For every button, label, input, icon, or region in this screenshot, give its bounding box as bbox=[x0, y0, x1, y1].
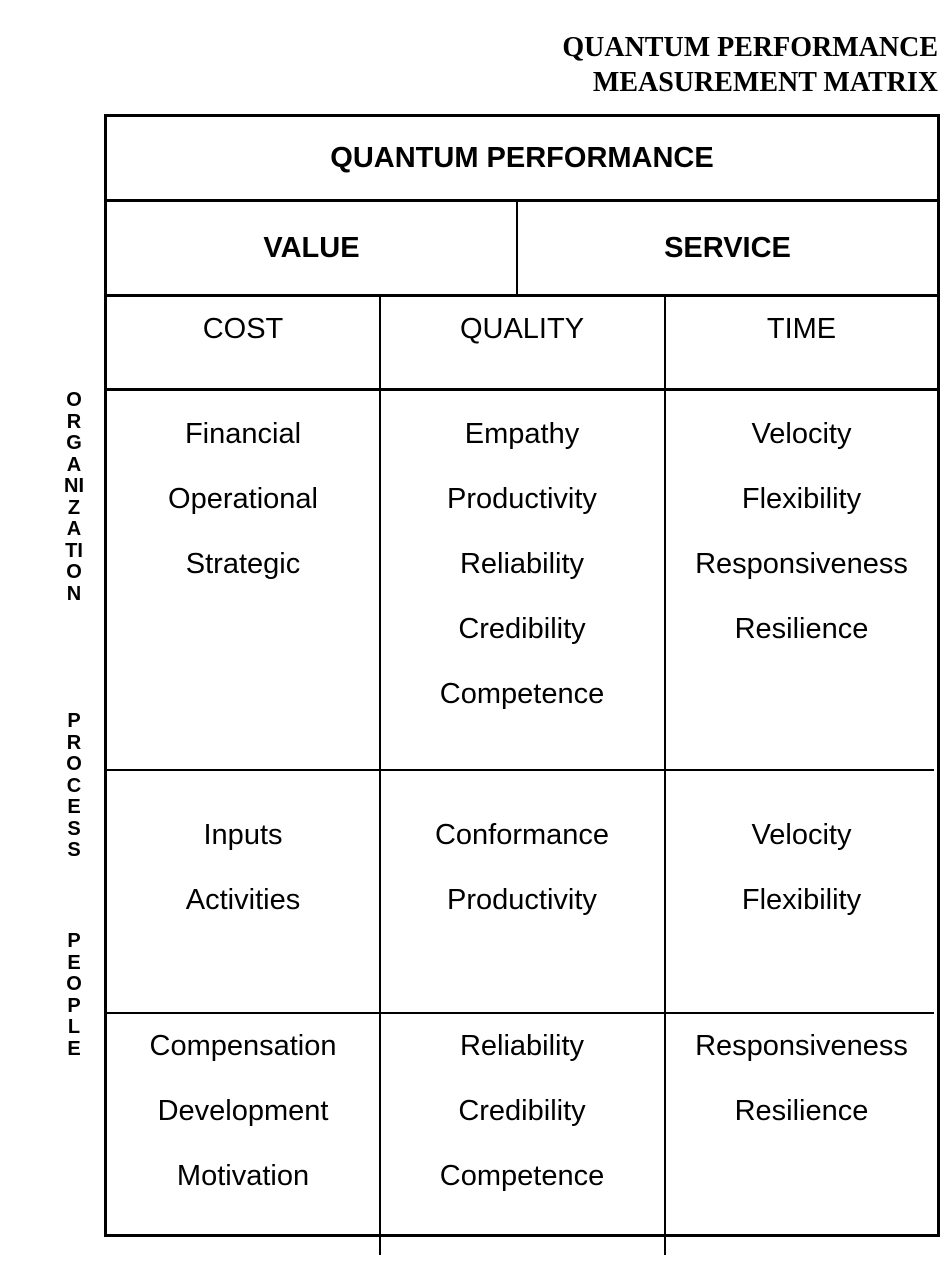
dimension-quality: QUALITY bbox=[459, 312, 585, 345]
divider-col-1 bbox=[379, 295, 381, 1255]
cell-item: Velocity bbox=[751, 819, 852, 851]
border-top bbox=[104, 114, 940, 117]
cell-item: Motivation bbox=[176, 1160, 310, 1192]
cell-item: Velocity bbox=[751, 418, 852, 450]
cell-item: Reliability bbox=[459, 1030, 585, 1062]
cell-item: Strategic bbox=[185, 548, 301, 580]
cell-item: Operational bbox=[168, 483, 318, 515]
title-line-2: MEASUREMENT MATRIX bbox=[592, 67, 938, 98]
cell-item: Reliability bbox=[459, 548, 585, 580]
cell-item: Responsiveness bbox=[695, 548, 908, 580]
cell-item: Conformance bbox=[434, 819, 610, 851]
cell-item: Resilience bbox=[734, 613, 869, 645]
cell-item: Credibility bbox=[458, 613, 586, 645]
cell-item: Activities bbox=[185, 884, 301, 916]
divider-row-2 bbox=[104, 1012, 934, 1014]
divider-groups bbox=[104, 294, 940, 297]
cell-item: Flexibility bbox=[741, 884, 862, 916]
cell-organization-cost: Financial Operational Strategic bbox=[106, 402, 380, 597]
cell-organization-time: Velocity Flexibility Responsiveness Resi… bbox=[665, 402, 938, 662]
cell-item: Productivity bbox=[447, 483, 597, 515]
cell-item: Empathy bbox=[464, 418, 580, 450]
cell-item: Development bbox=[157, 1095, 329, 1127]
row-label-people: PEOPLE bbox=[66, 930, 82, 1060]
cell-item: Flexibility bbox=[741, 483, 862, 515]
cell-item: Competence bbox=[439, 1160, 605, 1192]
matrix-title: QUANTUM PERFORMANCE MEASUREMENT MATRIX bbox=[562, 30, 938, 100]
divider-col-2 bbox=[664, 295, 666, 1255]
cell-item: Credibility bbox=[458, 1095, 586, 1127]
cell-process-cost: Inputs Activities bbox=[106, 803, 380, 933]
cell-item: Productivity bbox=[447, 884, 597, 916]
cell-process-time: Velocity Flexibility bbox=[665, 803, 938, 933]
divider-row-1 bbox=[104, 769, 934, 771]
cell-item: Responsiveness bbox=[695, 1030, 908, 1062]
border-right bbox=[937, 114, 940, 1237]
cell-people-time: Responsiveness Resilience bbox=[665, 1014, 938, 1144]
cell-item: Inputs bbox=[203, 819, 283, 851]
dimension-cost: COST bbox=[202, 312, 284, 345]
cell-item: Financial bbox=[184, 418, 302, 450]
cell-process-quality: Conformance Productivity bbox=[380, 803, 664, 933]
header-value: VALUE bbox=[263, 231, 360, 264]
cell-item: Resilience bbox=[734, 1095, 869, 1127]
row-label-process: PROCESS bbox=[66, 710, 82, 861]
divider-dimensions bbox=[104, 388, 940, 391]
cell-people-quality: Reliability Credibility Competence bbox=[380, 1014, 664, 1209]
border-bottom bbox=[104, 1234, 940, 1237]
dimension-time: TIME bbox=[766, 312, 837, 345]
header-quantum-performance: QUANTUM PERFORMANCE bbox=[330, 141, 714, 174]
cell-item: Competence bbox=[439, 678, 605, 710]
divider-header bbox=[104, 199, 940, 202]
cell-organization-quality: Empathy Productivity Reliability Credibi… bbox=[380, 402, 664, 727]
cell-item: Compensation bbox=[149, 1030, 337, 1062]
cell-people-cost: Compensation Development Motivation bbox=[106, 1014, 380, 1209]
divider-group-split bbox=[516, 200, 518, 295]
header-service: SERVICE bbox=[664, 231, 791, 264]
border-left bbox=[104, 114, 107, 1237]
title-line-1: QUANTUM PERFORMANCE bbox=[562, 32, 938, 63]
row-label-organization: ORGANIZATION bbox=[64, 389, 84, 605]
